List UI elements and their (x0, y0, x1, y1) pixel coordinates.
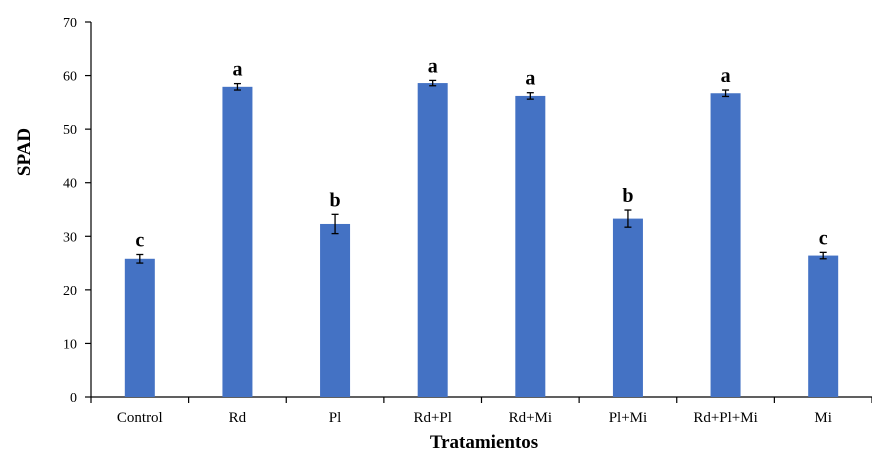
y-tick-label: 0 (70, 391, 77, 406)
bars (124, 83, 839, 398)
x-tick-label: Rd (229, 410, 247, 426)
significance-label: b (330, 189, 341, 211)
bar (612, 218, 643, 397)
bar (710, 93, 741, 397)
x-tick-label: Rd+Mi (509, 410, 552, 426)
x-tick-label: Pl+Mi (609, 410, 647, 426)
y-tick-label: 20 (63, 284, 77, 299)
significance-label: a (232, 59, 242, 81)
x-tick-label: Pl (329, 410, 342, 426)
y-tick-label: 50 (63, 123, 77, 138)
significance-label: a (428, 55, 438, 77)
bar (124, 258, 155, 397)
significance-label: c (135, 230, 144, 252)
bar (320, 223, 351, 397)
y-tick-label: 30 (63, 230, 77, 245)
bar (417, 83, 448, 398)
x-tick-label: Rd+Pl (413, 410, 451, 426)
y-tick-label: 60 (63, 70, 77, 85)
x-tick-label: Control (117, 410, 163, 426)
x-axis-title: Tratamientos (430, 432, 538, 453)
x-tick-label: Rd+Pl+Mi (693, 410, 757, 426)
y-tick-label: 10 (63, 337, 77, 352)
significance-label: a (525, 68, 535, 90)
x-tick-label: Mi (814, 410, 832, 426)
y-tick-label: 40 (63, 177, 77, 192)
significance-label: b (622, 185, 633, 207)
y-axis-title: SPAD (14, 128, 35, 176)
bar (222, 86, 253, 398)
x-axis: Control Rd Pl Rd+Pl Rd+Mi Pl+Mi Rd+Pl+Mi Mi (90, 396, 872, 426)
bar (515, 95, 546, 397)
y-axis: 0 10 20 30 40 50 60 70 (63, 16, 92, 406)
bar (808, 255, 839, 397)
significance-labels: c a b a a b a c (135, 55, 827, 251)
y-tick-label: 70 (63, 16, 77, 31)
significance-label: c (819, 227, 828, 249)
error-bars (136, 79, 827, 264)
significance-label: a (721, 65, 731, 87)
